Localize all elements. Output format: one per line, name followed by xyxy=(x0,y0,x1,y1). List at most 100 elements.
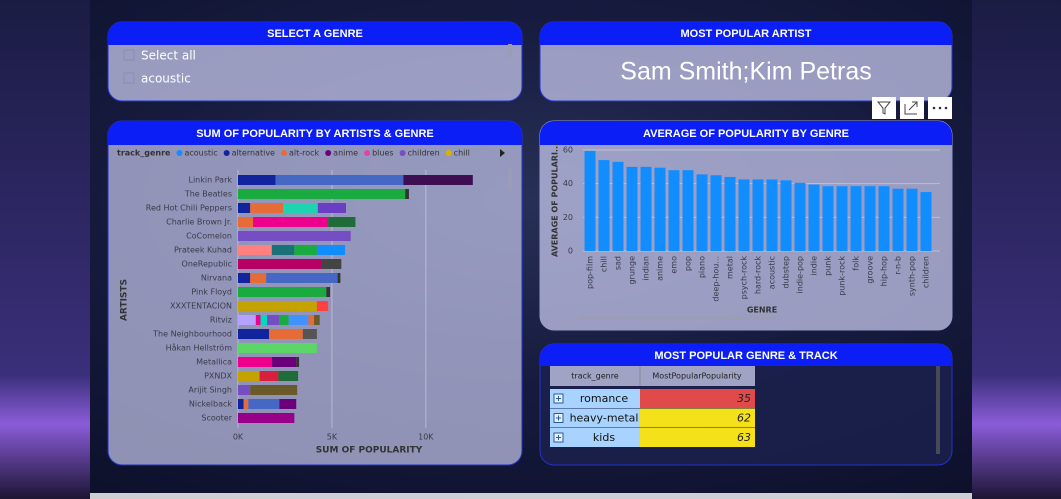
bar-segment xyxy=(278,371,299,381)
chart-title: SUM OF POPULARITY BY ARTISTS & GENRE xyxy=(196,128,434,140)
y-axis-label: AVERAGE OF POPULARI... xyxy=(551,143,560,257)
panel-title: SELECT A GENRE xyxy=(267,28,363,40)
bar xyxy=(626,166,638,251)
bar xyxy=(906,188,918,251)
bar-segment xyxy=(248,399,280,409)
y-tick-label: 60 xyxy=(563,146,573,155)
y-tick-label: Red Hot Chili Peppers xyxy=(146,204,232,213)
bar-segment xyxy=(294,245,317,255)
visual-header xyxy=(872,97,952,119)
checkbox[interactable] xyxy=(123,72,135,84)
focus-glyph xyxy=(904,101,918,115)
bar xyxy=(724,176,736,251)
scrollbar[interactable] xyxy=(508,44,512,58)
scrollbar[interactable] xyxy=(508,168,512,190)
dot xyxy=(938,106,942,110)
legend-label: blues xyxy=(372,149,393,158)
bar-segment xyxy=(253,217,329,227)
bar xyxy=(892,188,904,251)
legend-label: alternative xyxy=(232,149,275,158)
x-axis-label: SUM OF POPULARITY xyxy=(316,446,423,456)
legend-swatch xyxy=(325,150,332,156)
stacked-bar-chart: SUM OF POPULARITY BY ARTISTS & GENRE ART… xyxy=(107,120,523,466)
bar xyxy=(878,186,890,251)
x-tick-label: hard-rock xyxy=(754,256,763,294)
y-tick-label: Håkan Hellström xyxy=(166,343,233,353)
bar-segment xyxy=(255,315,261,325)
checkbox[interactable] xyxy=(123,49,135,61)
bar xyxy=(822,186,834,251)
bar-segment xyxy=(238,287,327,297)
bar xyxy=(794,182,806,251)
scrollbar[interactable] xyxy=(936,366,940,454)
scrollbar[interactable] xyxy=(578,316,776,320)
legend-swatch xyxy=(223,150,230,156)
slicer-item[interactable]: acoustic xyxy=(141,72,191,86)
bar-segment xyxy=(271,357,297,367)
side-right xyxy=(972,0,1061,499)
focus-icon[interactable] xyxy=(900,97,924,119)
panel-title: MOST POPULAR ARTIST xyxy=(681,28,812,40)
row-bg xyxy=(550,428,640,447)
bar-segment xyxy=(238,371,260,381)
x-tick-label: 10K xyxy=(418,433,434,442)
bar-segment xyxy=(267,315,280,325)
bar-segment xyxy=(328,217,356,227)
column-header[interactable]: MostPopularPopularity xyxy=(652,372,741,381)
y-tick-label: CoComelon xyxy=(186,232,232,241)
y-tick-label: Ritviz xyxy=(210,316,232,325)
x-tick-label: acoustic xyxy=(768,256,777,289)
legend-label: alt-rock xyxy=(289,149,320,158)
cell: romance xyxy=(580,392,628,405)
bar-segment xyxy=(403,175,473,185)
x-tick-label: punk-rock xyxy=(838,256,847,296)
legend-arrow[interactable] xyxy=(500,149,505,157)
y-tick-label: PXNDX xyxy=(204,372,232,381)
x-tick-label: synth-pop xyxy=(908,256,917,296)
y-tick-label: Scooter xyxy=(201,414,232,423)
column-header[interactable]: track_genre xyxy=(571,372,619,381)
slicer: SELECT A GENRE Select all acoustic xyxy=(107,21,523,102)
cell: kids xyxy=(593,431,615,444)
bar xyxy=(752,179,764,251)
bar-segment xyxy=(279,399,297,409)
bar-segment xyxy=(238,245,272,255)
bar xyxy=(640,166,652,251)
y-tick-label: 40 xyxy=(563,179,573,188)
bar xyxy=(696,174,708,251)
bar-segment xyxy=(314,315,320,325)
cell-bg xyxy=(640,408,755,428)
y-tick-label: Nickelback xyxy=(189,400,232,409)
slicer-item[interactable]: Select all xyxy=(141,49,196,63)
expand-glyph xyxy=(556,396,561,401)
y-tick-label: Nirvana xyxy=(201,274,232,283)
x-tick-label: hip-hop xyxy=(880,256,889,286)
bar xyxy=(654,167,666,251)
x-tick-label: chill xyxy=(600,256,609,272)
legend-swatch xyxy=(399,150,406,156)
legend-swatch xyxy=(176,150,183,156)
x-tick-label: emo xyxy=(670,256,679,274)
legend-swatch xyxy=(445,150,452,156)
bar-segment xyxy=(238,357,272,367)
x-tick-label: piano xyxy=(698,256,707,278)
bar-segment xyxy=(316,301,329,311)
x-tick-label: indie xyxy=(810,256,819,276)
bar-segment xyxy=(238,217,254,227)
bar-segment xyxy=(317,203,347,213)
card-value: Sam Smith;Kim Petras xyxy=(620,58,871,86)
cell: 62 xyxy=(737,412,751,425)
bar xyxy=(612,161,624,251)
bar-segment xyxy=(268,329,303,339)
bar-segment xyxy=(326,287,331,297)
bar xyxy=(836,186,848,251)
legend: track_genre acoustic alternative alt-rock an… xyxy=(117,149,470,158)
bar-segment xyxy=(288,315,309,325)
x-tick-label: anime xyxy=(656,256,665,281)
table: MOST POPULAR GENRE & TRACK track_genre M… xyxy=(539,343,953,466)
filter-icon[interactable] xyxy=(872,97,896,119)
bar-segment xyxy=(238,301,317,311)
header-row xyxy=(550,366,755,386)
bar-segment xyxy=(250,203,284,213)
